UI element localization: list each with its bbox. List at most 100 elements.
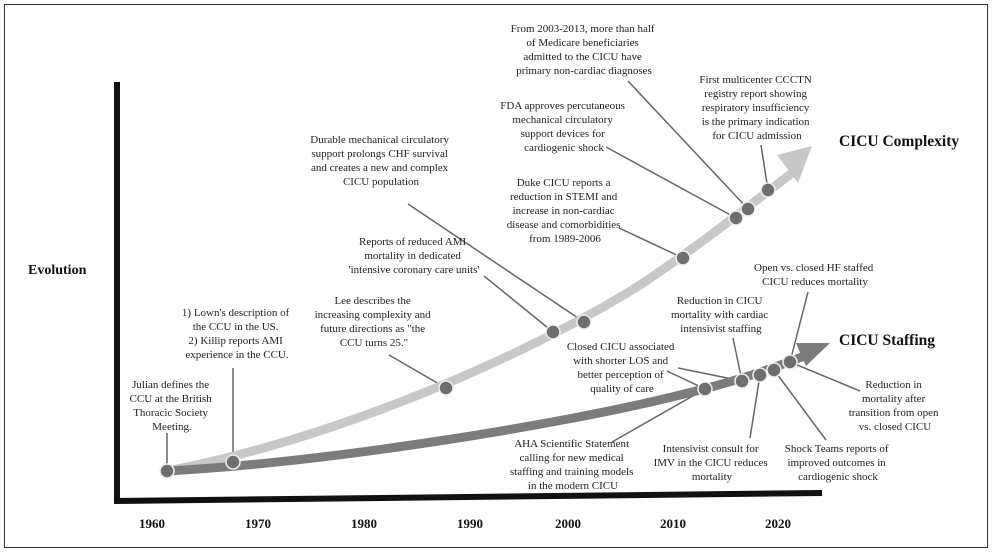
x-tick-labels: 1960 1970 1980 1990 2000 2010 2020	[139, 516, 791, 531]
annotation-line: CCU turns 25."	[340, 337, 408, 349]
event-annotation-intensivist-consult: Intensivist consult for IMV in the CICU …	[654, 443, 771, 483]
annotation-line: AHA Scientific Statement	[514, 438, 629, 450]
cicu-complexity-arrowhead	[777, 146, 812, 183]
annotation-line: in the modern CICU	[528, 480, 618, 492]
event-annotation-reports-ami: Reports of reduced AMI mortality in dedi…	[349, 236, 480, 276]
annotation-line: respiratory insufficiency	[702, 102, 810, 114]
event-marker	[728, 210, 744, 226]
annotation-line: with shorter LOS and	[573, 355, 669, 367]
event-marker	[740, 201, 756, 217]
annotation-line: for CICU admission	[712, 130, 802, 142]
annotation-line: 2) Killip reports AMI	[188, 335, 283, 347]
event-annotation-shock-teams: Shock Teams reports of improved outcomes…	[785, 443, 892, 483]
connector-line	[789, 361, 861, 392]
annotation-line: CICU population	[343, 176, 420, 188]
annotation-line: is the primary indication	[702, 116, 810, 128]
event-marker	[782, 354, 798, 370]
event-annotation-medicare: From 2003-2013, more than half of Medica…	[511, 23, 658, 77]
x-tick-label: 1970	[245, 516, 271, 531]
connector-line	[407, 203, 585, 323]
x-tick-label: 2000	[555, 516, 581, 531]
annotation-line: Durable mechanical circulatory	[310, 134, 449, 146]
annotation-line: experience in the CCU.	[185, 349, 288, 361]
event-annotation-julian: Julian defines the CCU at the British Th…	[130, 379, 215, 433]
annotation-line: cardiogenic shock	[798, 471, 878, 483]
annotation-line: From 2003-2013, more than half	[511, 23, 655, 35]
annotation-line: and creates a new and complex	[311, 162, 449, 174]
event-marker	[675, 250, 691, 266]
annotation-line: quality of care	[590, 383, 654, 395]
cicu-staffing-arrowhead	[796, 343, 830, 366]
event-annotation-closed-cicu: Closed CICU associated with shorter LOS …	[567, 341, 677, 395]
event-annotation-fda: FDA approves percutaneous mechanical cir…	[500, 100, 627, 154]
x-tick-label: 2020	[765, 516, 791, 531]
annotation-line: increasing complexity and	[315, 309, 432, 321]
x-tick-label: 1990	[457, 516, 483, 531]
event-marker	[766, 362, 782, 378]
annotation-line: primary non-cardiac diagnoses	[516, 65, 652, 77]
annotation-line: CCU at the British	[130, 393, 213, 405]
annotation-line: improved outcomes in	[787, 457, 886, 469]
annotation-line: better perception of	[578, 369, 664, 381]
connector-line	[388, 354, 447, 389]
annotation-line: the CCU in the US.	[193, 321, 279, 333]
x-tick-label: 2010	[660, 516, 686, 531]
event-annotation-aha: AHA Scientific Statement calling for new…	[510, 438, 636, 492]
event-marker	[752, 367, 768, 383]
annotation-line: of Medicare beneficiaries	[526, 37, 638, 49]
event-annotation-lown-killip: 1) Lown's description of the CCU in the …	[182, 307, 292, 361]
annotation-line: Thoracic Society	[133, 407, 208, 419]
annotation-line: Meeting.	[152, 421, 192, 433]
annotation-line: from 1989-2006	[529, 233, 601, 245]
event-marker	[734, 373, 750, 389]
event-annotation-transition: Reduction in mortality after transition …	[849, 379, 942, 433]
event-markers	[159, 182, 798, 479]
y-axis-label: Evolution	[28, 263, 87, 278]
annotation-line: admitted to the CICU have	[523, 51, 642, 63]
event-marker	[545, 324, 561, 340]
event-marker	[225, 454, 241, 470]
event-annotation-duke: Duke CICU reports a reduction in STEMI a…	[507, 177, 623, 245]
connector-line	[627, 80, 749, 210]
annotation-line: 1) Lown's description of	[182, 307, 290, 319]
annotation-line: cardiogenic shock	[524, 142, 604, 154]
annotation-line: mechanical circulatory	[512, 114, 613, 126]
connector-line	[749, 374, 761, 439]
event-marker	[576, 314, 592, 330]
connector-line	[605, 146, 737, 219]
annotation-line: mortality after	[862, 393, 926, 405]
annotation-line: Shock Teams reports of	[785, 443, 889, 455]
x-tick-label: 1980	[351, 516, 377, 531]
annotation-line: support prolongs CHF survival	[311, 148, 448, 160]
annotation-line: support devices for	[520, 128, 605, 140]
annotation-line: intensivist staffing	[680, 323, 762, 335]
event-annotation-durable-mcs: Durable mechanical circulatory support p…	[310, 134, 451, 188]
event-annotation-ccctn: First multicenter CCCTN registry report …	[699, 74, 814, 142]
figure-frame	[4, 4, 988, 548]
connector-line	[618, 227, 684, 259]
annotation-line: 'intensive coronary care units'	[349, 264, 480, 276]
annotation-line: Intensivist consult for	[663, 443, 759, 455]
connector-line	[611, 388, 706, 443]
annotation-line: First multicenter CCCTN	[699, 74, 811, 86]
annotation-line: disease and comorbidities	[507, 219, 621, 231]
series-label-complexity: CICU Complexity	[839, 133, 959, 150]
annotation-line: mortality	[692, 471, 733, 483]
annotation-line: Julian defines the	[132, 379, 209, 391]
annotation-line: Reduction in	[865, 379, 922, 391]
event-marker	[697, 381, 713, 397]
annotations: Julian defines the CCU at the British Th…	[130, 23, 942, 492]
event-annotation-open-closed-hf: Open vs. closed HF staffed CICU reduces …	[754, 262, 876, 288]
annotation-line: reduction in STEMI and	[510, 191, 618, 203]
event-marker	[438, 380, 454, 396]
annotation-line: Closed CICU associated	[567, 341, 675, 353]
connector-line	[483, 275, 554, 333]
annotation-line: future directions as "the	[320, 323, 425, 335]
event-marker	[159, 463, 175, 479]
annotation-line: Open vs. closed HF staffed	[754, 262, 874, 274]
annotation-line: Lee describes the	[334, 295, 410, 307]
annotation-line: vs. closed CICU	[859, 421, 931, 433]
annotation-line: calling for new medical	[520, 452, 624, 464]
annotation-line: Reports of reduced AMI	[359, 236, 467, 248]
